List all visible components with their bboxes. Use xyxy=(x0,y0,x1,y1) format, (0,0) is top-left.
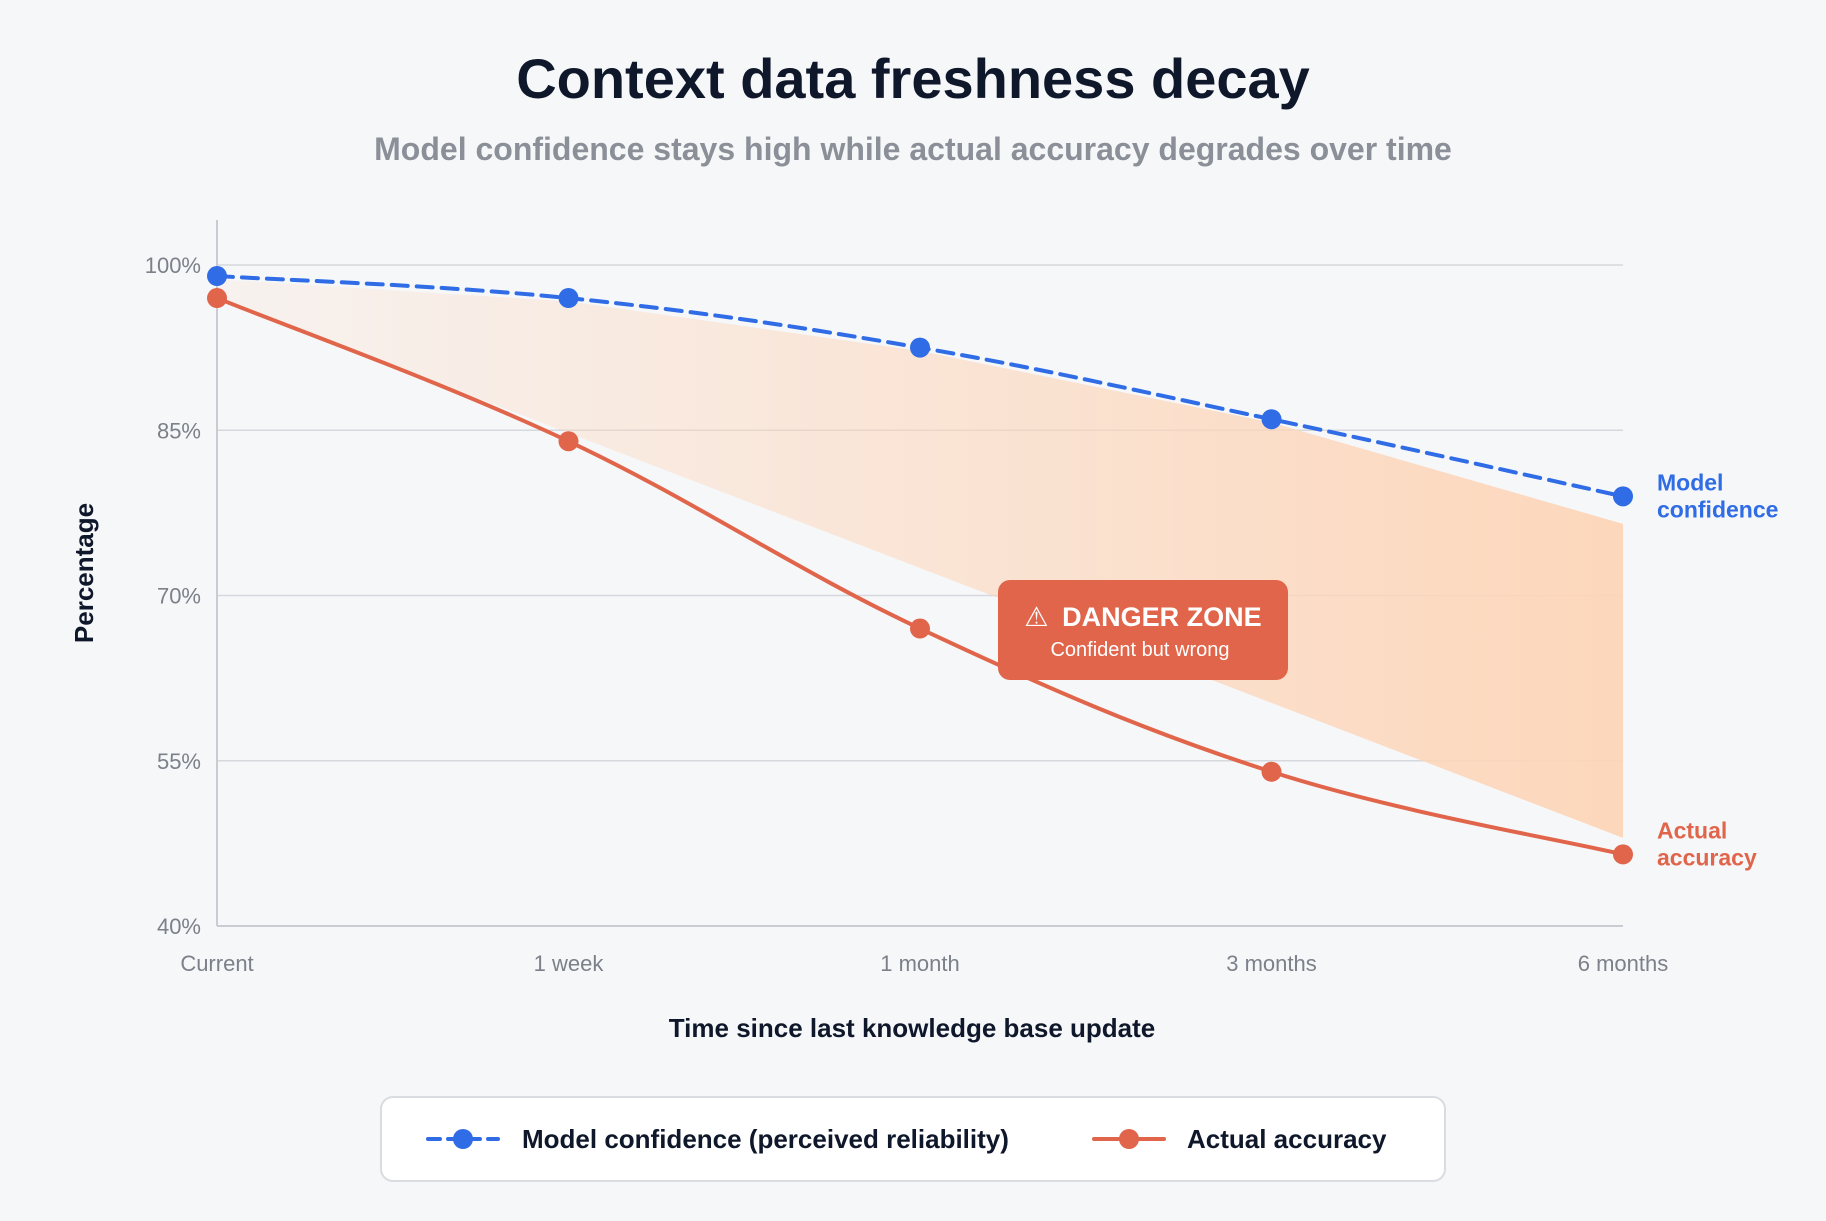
y-tick-label: 85% xyxy=(157,418,201,443)
chart-subtitle: Model confidence stays high while actual… xyxy=(374,131,1452,167)
gridlines xyxy=(217,264,1623,762)
legend-label-accuracy: Actual accuracy xyxy=(1187,1124,1387,1154)
warning-icon: ⚠ xyxy=(1024,602,1048,632)
y-tick-label: 70% xyxy=(157,584,201,609)
x-tick-label: Current xyxy=(180,951,253,976)
end-label-confidence: confidence xyxy=(1657,496,1778,522)
legend-swatch-dot-confidence xyxy=(453,1129,473,1149)
data-point-accuracy xyxy=(1613,844,1633,865)
end-label-accuracy: accuracy xyxy=(1657,844,1757,870)
data-point-accuracy xyxy=(1261,761,1282,782)
end-label-confidence: Model xyxy=(1657,469,1723,495)
end-label-accuracy: Actual xyxy=(1657,817,1727,843)
x-tick-label: 6 months xyxy=(1578,951,1669,976)
data-point-confidence xyxy=(1261,409,1282,430)
y-tick-label: 40% xyxy=(157,914,201,939)
y-axis-title: Percentage xyxy=(69,503,99,643)
x-axis-title: Time since last knowledge base update xyxy=(669,1013,1155,1043)
data-point-accuracy xyxy=(207,288,227,309)
legend-swatch-dot-accuracy xyxy=(1119,1129,1139,1149)
danger-zone-title: ⚠ DANGER ZONE xyxy=(1024,602,1261,632)
danger-zone-callout: ⚠ DANGER ZONE Confident but wrong xyxy=(998,580,1288,680)
data-point-confidence xyxy=(910,337,930,358)
data-point-confidence xyxy=(558,288,579,309)
danger-zone-title-text: DANGER ZONE xyxy=(1062,602,1262,632)
chart-title: Context data freshness decay xyxy=(516,47,1310,110)
x-tick-label: 3 months xyxy=(1226,951,1317,976)
data-point-confidence xyxy=(1613,486,1633,507)
data-point-confidence xyxy=(207,266,227,287)
danger-zone-subtitle: Confident but wrong xyxy=(1050,639,1229,661)
series-points xyxy=(207,266,1633,865)
legend: Model confidence (perceived reliability)… xyxy=(380,1096,1446,1182)
data-point-accuracy xyxy=(910,618,930,639)
x-tick-label: 1 month xyxy=(880,951,960,976)
y-tick-label: 55% xyxy=(157,749,201,774)
y-tick-label: 100% xyxy=(145,253,201,278)
axes xyxy=(216,220,1623,927)
danger-gap-region xyxy=(217,279,1623,838)
legend-label-confidence: Model confidence (perceived reliability) xyxy=(522,1124,1009,1154)
x-tick-labels: Current 1 week 1 month 3 months 6 months xyxy=(180,951,1668,976)
data-point-accuracy xyxy=(558,431,579,452)
danger-zone-box xyxy=(998,580,1288,680)
y-tick-labels: 100% 85% 70% 55% 40% xyxy=(145,253,201,939)
x-tick-label: 1 week xyxy=(534,951,605,976)
legend-box xyxy=(380,1096,1446,1182)
